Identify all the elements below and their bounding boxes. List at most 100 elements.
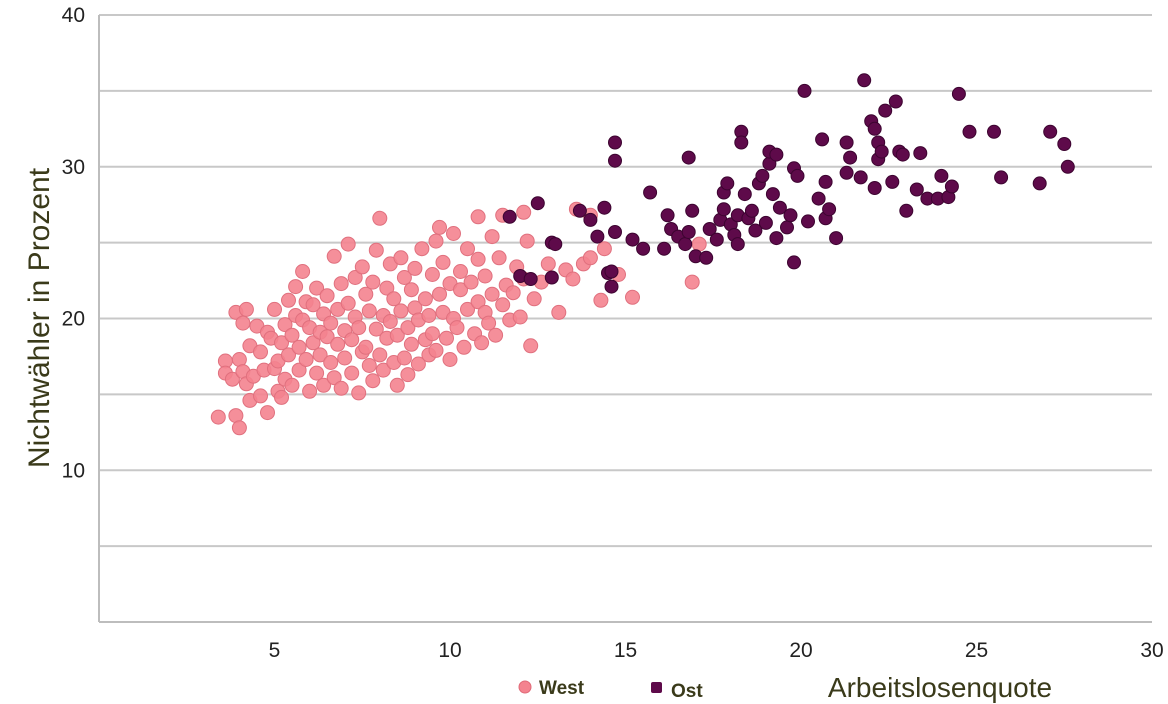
x-tick-label: 10 <box>438 639 461 662</box>
data-point-west <box>281 347 296 363</box>
data-point-west <box>210 409 226 425</box>
data-point-west <box>516 204 532 220</box>
data-point-west <box>403 282 419 298</box>
data-point-west <box>224 371 240 387</box>
data-point-west <box>284 377 300 393</box>
data-point-west <box>326 248 342 264</box>
data-point-ost <box>780 220 794 235</box>
data-point-west <box>432 286 447 302</box>
x-tick-label: 5 <box>269 639 281 662</box>
y-tick-label: 20 <box>62 308 85 331</box>
data-point-west <box>453 264 468 279</box>
data-point-west <box>295 264 311 279</box>
data-point-west <box>386 291 402 307</box>
data-point-west <box>463 274 479 290</box>
data-point-west <box>312 347 328 363</box>
y-tick-label: 30 <box>62 156 85 179</box>
y-tick-label: 40 <box>62 4 85 27</box>
data-point-west <box>410 356 426 372</box>
data-point-west <box>319 288 335 304</box>
data-point-ost <box>822 202 837 217</box>
data-point-west <box>691 236 707 252</box>
data-point-ost <box>787 255 801 270</box>
data-point-west <box>344 365 360 381</box>
data-point-ost <box>660 208 675 223</box>
data-point-ost <box>843 150 858 165</box>
data-point-ost <box>934 168 949 183</box>
data-point-ost <box>530 196 545 211</box>
data-point-west <box>291 339 307 355</box>
data-point-west <box>582 250 598 266</box>
data-point-ost <box>944 179 959 194</box>
data-point-ost <box>730 237 745 252</box>
data-point-ost <box>765 187 780 202</box>
data-point-ost <box>748 223 763 238</box>
data-point-west <box>267 301 282 317</box>
data-point-west <box>593 292 609 308</box>
data-point-ost <box>625 232 640 247</box>
data-point-west <box>407 260 423 276</box>
data-point-west <box>274 335 289 351</box>
data-point-ost <box>818 174 833 189</box>
data-point-ost <box>702 222 717 236</box>
data-point-west <box>400 320 416 336</box>
data-point-ost <box>797 83 812 98</box>
y-tick-label: 10 <box>62 459 85 482</box>
data-point-ost <box>1032 176 1047 191</box>
data-point-west <box>330 336 346 352</box>
data-point-ost <box>744 203 759 218</box>
data-point-ost <box>772 200 787 215</box>
data-point-west <box>474 335 490 351</box>
data-point-west <box>340 295 356 311</box>
data-point-ost <box>987 124 1001 139</box>
data-point-ost <box>583 212 598 227</box>
data-point-ost <box>716 202 731 217</box>
data-point-west <box>460 241 475 257</box>
data-point-ost <box>657 241 672 256</box>
data-point-ost <box>801 214 815 229</box>
data-point-west <box>365 373 381 389</box>
data-point-west <box>354 259 370 275</box>
data-point-ost <box>636 241 651 256</box>
data-point-ost <box>1057 137 1072 151</box>
data-point-ost <box>681 150 696 165</box>
data-point-west <box>284 327 300 343</box>
data-point-west <box>565 271 581 287</box>
data-point-west <box>512 309 528 325</box>
data-point-west <box>372 210 388 226</box>
data-point-west <box>323 315 339 331</box>
data-point-ost <box>885 174 900 189</box>
data-point-west <box>417 291 433 307</box>
data-point-west <box>414 241 430 257</box>
data-point-west <box>428 233 444 249</box>
data-point-west <box>379 280 395 296</box>
x-tick-label: 15 <box>614 639 637 662</box>
data-point-west <box>358 286 374 302</box>
data-point-ost <box>769 231 784 246</box>
data-point-west <box>309 365 325 381</box>
data-point-west <box>333 380 349 396</box>
data-point-ost <box>608 153 622 168</box>
data-point-ost <box>839 165 854 180</box>
legend-marker-west <box>518 680 532 694</box>
data-point-west <box>526 291 542 307</box>
data-point-west <box>302 383 318 399</box>
data-point-west <box>470 251 486 267</box>
data-point-west <box>495 297 511 313</box>
data-point-ost <box>548 237 563 252</box>
data-point-west <box>432 219 447 235</box>
data-point-west <box>305 297 321 313</box>
data-point-west <box>253 388 268 404</box>
data-point-west <box>344 332 360 348</box>
data-point-west <box>260 405 275 421</box>
x-tick-label: 25 <box>965 639 988 662</box>
data-point-ost <box>608 135 622 150</box>
data-point-west <box>323 355 339 370</box>
data-point-west <box>477 268 493 284</box>
data-point-ost <box>572 203 587 218</box>
x-tick-label: 20 <box>789 639 812 662</box>
data-points <box>210 73 1075 436</box>
data-point-west <box>238 301 254 317</box>
data-point-ost <box>874 144 889 159</box>
data-point-west <box>435 254 451 270</box>
